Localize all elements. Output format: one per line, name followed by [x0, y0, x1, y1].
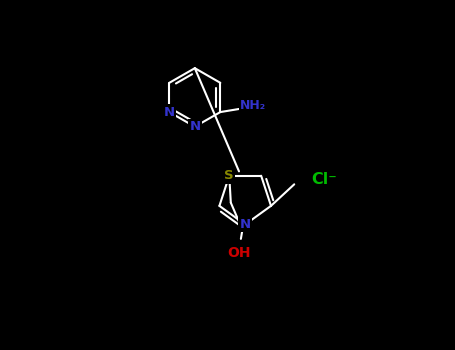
- Text: N: N: [189, 120, 200, 133]
- Text: NH₂: NH₂: [240, 99, 266, 112]
- Text: OH: OH: [227, 246, 250, 260]
- Text: N: N: [164, 106, 175, 119]
- Text: N: N: [240, 218, 251, 231]
- Text: Cl⁻: Cl⁻: [311, 172, 337, 187]
- Text: S: S: [224, 169, 234, 182]
